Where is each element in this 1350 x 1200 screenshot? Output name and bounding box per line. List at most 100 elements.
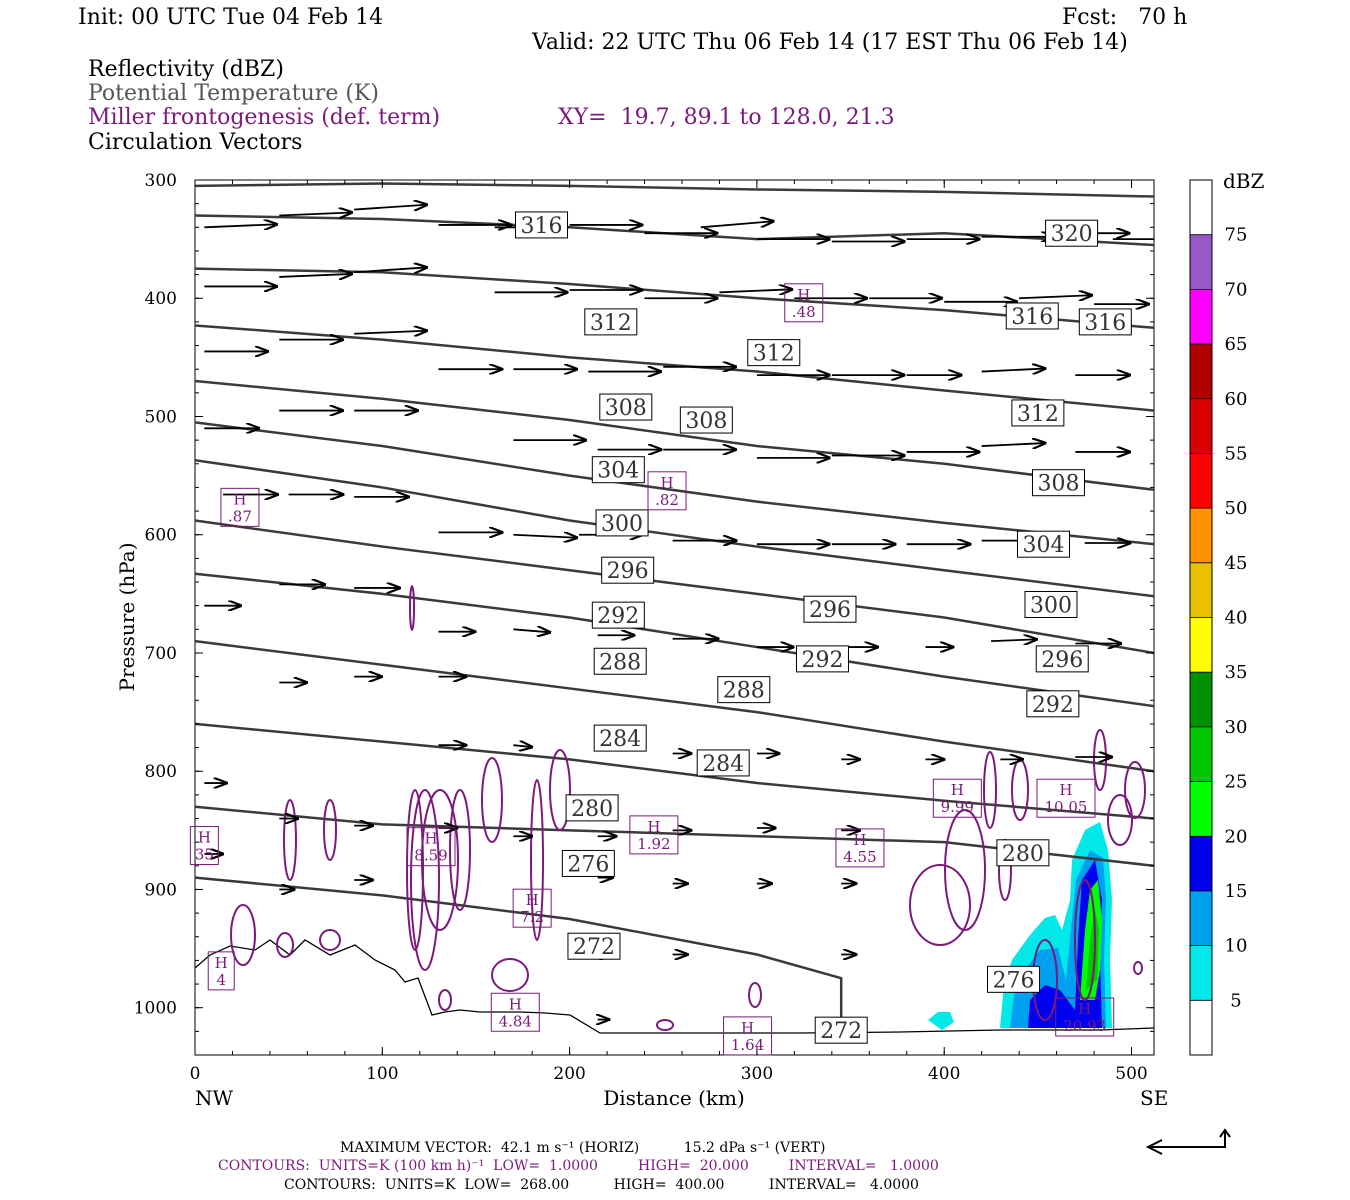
x-tick-label: 400	[928, 1064, 960, 1084]
frontogenesis-max: H20.93	[1055, 997, 1115, 1037]
theta-label: 276	[561, 849, 615, 877]
field-frontogenesis: Miller frontogenesis (def. term)	[88, 105, 441, 130]
colorbar-segment	[1190, 781, 1212, 837]
reflectivity-colorbar: 5 10 15 20 25 30 35 40 45 50 55 60 65 70 75	[1189, 179, 1248, 1056]
theta-label: 320	[1045, 219, 1099, 247]
y-axis-title: Pressure (hPa)	[115, 543, 139, 692]
theta-label: 316	[1078, 308, 1132, 336]
frontogenesis-max-value: 8.59	[414, 847, 447, 865]
theta-contours	[195, 182, 1154, 1029]
colorbar-segment	[1190, 562, 1212, 618]
frontogenesis-max-marker: H	[1059, 781, 1072, 799]
theta-label-text: 296	[1041, 648, 1083, 673]
frontogenesis-max: H4.55	[835, 828, 885, 868]
circulation-vector	[279, 212, 351, 215]
theta-label-text: 300	[601, 512, 643, 537]
frontogenesis-max-marker: H	[198, 829, 211, 847]
theta-label: 272	[567, 932, 621, 960]
theta-contour-308	[195, 324, 1154, 412]
frontogenesis-max-value: 7.2	[520, 908, 544, 926]
frontogenesis-max-value: .48	[792, 303, 816, 321]
x-tick-label: 0	[190, 1064, 201, 1084]
init-time: Init: 00 UTC Tue 04 Feb 14	[78, 5, 384, 30]
colorbar-segment	[1190, 890, 1212, 946]
colorbar-level-label: 15	[1225, 881, 1248, 902]
frontogenesis-max-value: .82	[655, 491, 679, 509]
colorbar-level-label: 5	[1230, 990, 1241, 1011]
frontogenesis-max-value: 4	[216, 971, 226, 989]
theta-label-text: 308	[685, 409, 727, 434]
frontogenesis-max-value: 10.05	[1044, 798, 1087, 816]
theta-contour-316	[195, 214, 1154, 247]
x-end-left: NW	[195, 1086, 234, 1110]
theta-label: 288	[717, 676, 771, 704]
theta-label: 300	[595, 509, 649, 537]
circulation-vector	[1019, 295, 1091, 298]
theta-contour-272	[195, 876, 843, 1029]
frontogenesis-max-value: 20.93	[1063, 1017, 1106, 1035]
colorbar-segment	[1190, 836, 1212, 891]
frontogenesis-max: H1.92	[629, 815, 679, 855]
terrain-line	[195, 939, 1154, 1034]
theta-contour-288	[195, 572, 1154, 708]
y-tick-label: 400	[145, 289, 177, 309]
circulation-vector	[204, 224, 276, 227]
theta-label: 312	[1011, 399, 1065, 427]
colorbar-level-label: 60	[1225, 389, 1248, 410]
plot-frame	[194, 179, 1155, 1056]
frontogenesis-max-value: .87	[228, 507, 252, 525]
y-tick-label: 900	[145, 880, 177, 900]
colorbar-segment	[1190, 726, 1212, 782]
frontogenesis-max-marker: H	[509, 995, 522, 1013]
frontogenesis-max-value: 1.92	[637, 835, 670, 853]
frontogenesis-max-marker: H	[797, 286, 810, 304]
y-tick-label: 700	[145, 644, 177, 664]
reflectivity-15dbz-small	[928, 1012, 954, 1030]
colorbar-level-label: 25	[1225, 772, 1248, 793]
frontogenesis-max-marker: H	[424, 830, 437, 848]
frontogenesis-max: H.87	[220, 487, 260, 527]
circulation-vector	[981, 443, 1045, 446]
x-tick-label: 300	[741, 1064, 773, 1084]
theta-label: 316	[515, 211, 569, 239]
frontogenesis-max: H7.2	[512, 888, 552, 928]
theta-label: 292	[795, 645, 849, 673]
circulation-vector	[513, 629, 549, 632]
theta-label-text: 312	[590, 311, 632, 336]
circulation-vector	[981, 369, 1045, 372]
colorbar-segment	[1190, 945, 1212, 1001]
circulation-vector	[354, 331, 426, 334]
theta-label-text: 280	[1002, 842, 1044, 867]
theta-label: 308	[1031, 469, 1085, 497]
x-end-right: SE	[1140, 1086, 1168, 1110]
frontogenesis-max-marker: H	[526, 891, 539, 909]
theta-contour-276	[195, 805, 1154, 868]
max-vector-note: MAXIMUM VECTOR: 42.1 m s⁻¹ (HORIZ) 15.2 …	[340, 1140, 826, 1156]
theta-label: 292	[591, 601, 645, 629]
theta-label: 296	[803, 595, 857, 623]
theta-contour-300	[195, 421, 1154, 546]
theta-label: 312	[747, 339, 801, 367]
frontogenesis-max-marker: H	[647, 818, 660, 836]
frontogenesis-max: H8.59	[406, 827, 456, 867]
frontogenesis-max: H1.64	[723, 1016, 773, 1056]
x-tick-label: 200	[553, 1064, 585, 1084]
frontogenesis-max: H35	[189, 826, 219, 866]
theta-label-text: 288	[599, 650, 641, 675]
colorbar-level-label: 30	[1225, 717, 1248, 738]
theta-label: 300	[1024, 590, 1078, 618]
theta-label-text: 296	[607, 559, 649, 584]
axes: 0 100 200 300 400 500 300 400 500 600 700 800 900 100…	[134, 171, 1154, 1084]
y-tick-label: 1000	[134, 999, 177, 1019]
theta-label-text: 272	[820, 1019, 862, 1044]
theta-label-text: 304	[1022, 533, 1064, 558]
theta-label: 308	[679, 406, 733, 434]
frontogenesis-max-marker: H	[1078, 1000, 1091, 1018]
circulation-vector	[354, 205, 426, 210]
field-vectors: Circulation Vectors	[88, 130, 303, 155]
theta-label-text: 276	[567, 852, 609, 877]
theta-contour-note: CONTOURS: UNITS=K LOW= 268.00 HIGH= 400.…	[284, 1177, 919, 1193]
frontogenesis-contours	[230, 585, 1146, 1031]
